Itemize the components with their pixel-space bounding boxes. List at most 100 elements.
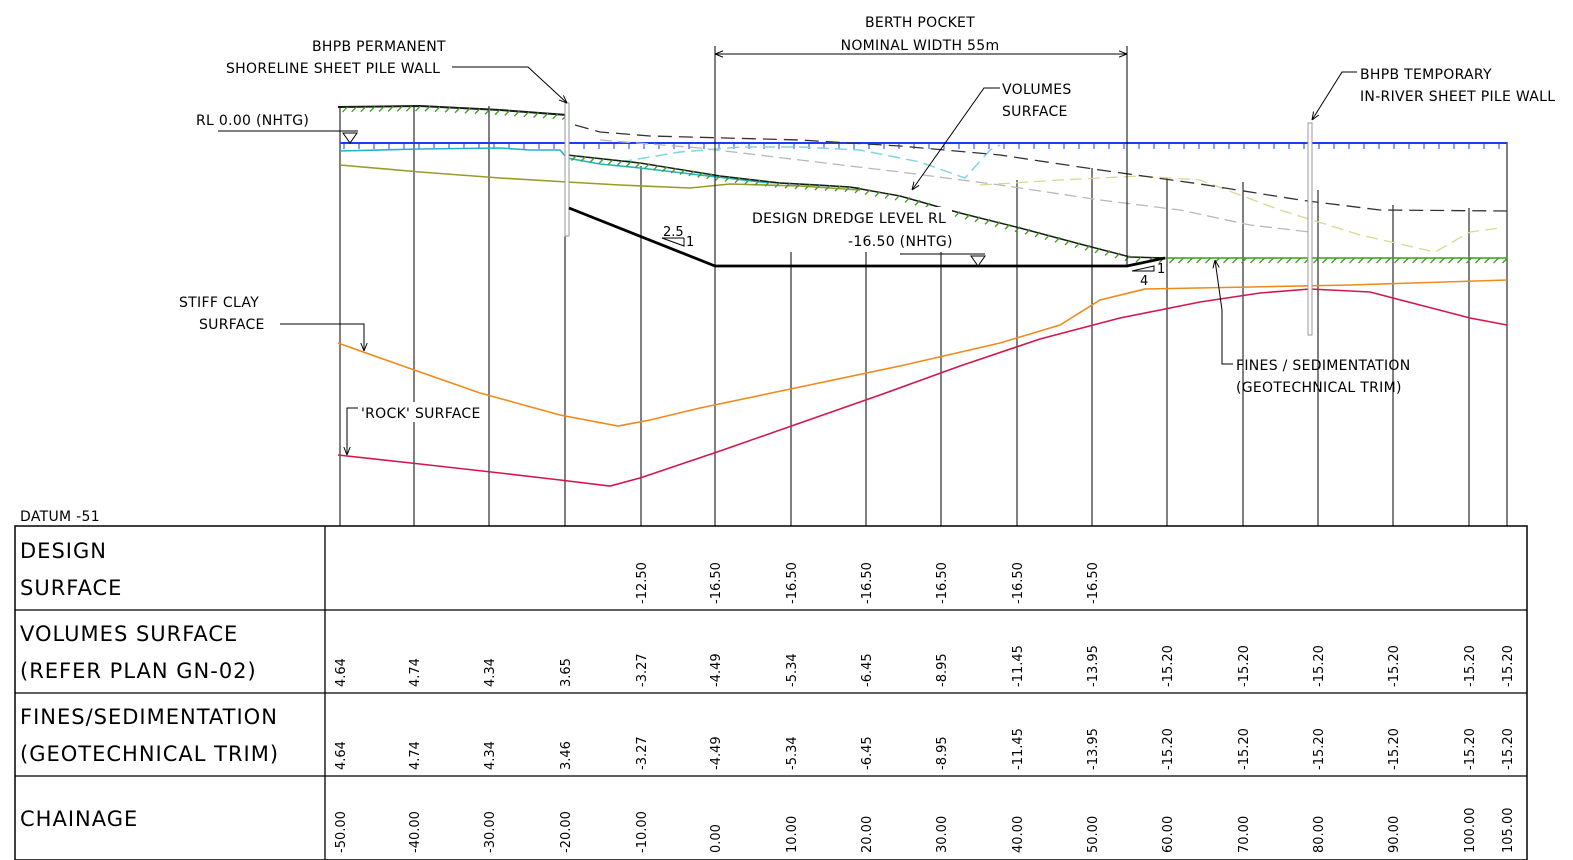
hatch-mark (1331, 257, 1337, 264)
row-title-volumes-1: VOLUMES SURFACE (20, 622, 238, 646)
design-surface-value: -16.50 (709, 562, 724, 604)
hatch-mark (754, 179, 761, 186)
hatch-mark (414, 105, 421, 112)
slope-indicator-right: 4 1 (1131, 262, 1165, 289)
hatch-mark (342, 106, 349, 113)
hatch-mark (589, 157, 596, 163)
chainage-value: 105.00 (1501, 808, 1516, 854)
chainage-value: -10.00 (635, 811, 650, 853)
hatch-mark (424, 105, 431, 112)
permanent-wall-label-1: BHPB PERMANENT (312, 39, 446, 55)
hatch-mark (1412, 257, 1418, 264)
chainage-value: 50.00 (1086, 816, 1101, 853)
volumes-surface-value: -15.20 (1161, 645, 1176, 687)
hatch-mark (804, 183, 811, 190)
hatch-mark (1286, 257, 1292, 264)
fines-annotation: FINES / SEDIMENTATION (GEOTECHNICAL TRIM… (1215, 260, 1410, 396)
chainage-value: -20.00 (559, 811, 574, 853)
volumes-surface-value: -15.20 (1501, 645, 1516, 687)
hatch-mark (974, 216, 981, 223)
hatch-mark (464, 107, 471, 114)
permanent-wall-annotation: BHPB PERMANENT SHORELINE SHEET PILE WALL (226, 39, 567, 103)
fines-value: -15.20 (1387, 728, 1402, 770)
volumes-surface-value: -15.20 (1237, 645, 1252, 687)
hatch-mark (844, 186, 851, 193)
hatch-mark (387, 105, 394, 112)
fines-value: 3.46 (559, 741, 574, 770)
rl-zero-label: RL 0.00 (NHTG) (196, 113, 309, 129)
row-title-fines-1: FINES/SEDIMENTATION (20, 705, 278, 729)
hatch-mark (784, 182, 791, 189)
hatch-mark (542, 112, 549, 119)
slope-left-rise: 1 (686, 235, 694, 250)
volumes-label-1: VOLUMES (1002, 82, 1072, 98)
hatch-mark (774, 181, 781, 188)
hatch-mark (1466, 257, 1472, 264)
rl-zero-annotation: RL 0.00 (NHTG) (196, 113, 358, 132)
fines-label-1: FINES / SEDIMENTATION (1236, 358, 1410, 374)
hatch-mark (533, 112, 539, 118)
olive-surface-line (339, 164, 861, 191)
hatch-mark (454, 107, 461, 114)
volumes-surface-value: -8.95 (935, 653, 950, 687)
volumes-surface-value: -15.20 (1463, 645, 1478, 687)
design-surface-value: -16.50 (935, 562, 950, 604)
fines-value: -5.34 (785, 736, 800, 770)
hatch-mark (1349, 257, 1355, 264)
hatch-mark (571, 155, 578, 161)
chainage-value: 80.00 (1312, 816, 1327, 853)
volumes-surface-value: -5.34 (785, 653, 800, 687)
cyan-surface-line (339, 147, 861, 189)
hatch-mark (1277, 257, 1283, 264)
temp-wall-label-1: BHPB TEMPORARY (1360, 67, 1492, 83)
volumes-surface-value: -13.95 (1086, 645, 1101, 687)
stiff-clay-label-1: STIFF CLAY (179, 295, 259, 311)
berth-label-1: BERTH POCKET (865, 15, 975, 31)
stiff-clay-annotation: STIFF CLAY SURFACE (179, 295, 364, 351)
hatch-mark (1394, 257, 1400, 264)
slope-right-run: 4 (1140, 274, 1148, 289)
hatch-mark (964, 213, 971, 220)
hatch-mark (904, 196, 911, 203)
cyan-dashed-line (619, 144, 1001, 179)
chainage-value: 90.00 (1387, 816, 1402, 853)
permanent-sheet-pile-wall (564, 102, 570, 237)
fines-value: -15.20 (1161, 728, 1176, 770)
chainage-value: 0.00 (709, 824, 724, 853)
chainage-value: 20.00 (860, 816, 875, 853)
hatch-mark (1044, 234, 1051, 241)
hatch-mark (1493, 257, 1499, 264)
rock-annotation: 'ROCK' SURFACE (347, 402, 488, 455)
hatch-mark (1385, 257, 1391, 264)
hatch-mark (1475, 257, 1481, 264)
hatch-mark (652, 164, 659, 171)
hatch-mark (794, 183, 801, 190)
chainage-value: 10.00 (785, 816, 800, 853)
hatch-mark (670, 167, 677, 174)
hatch-mark (1196, 257, 1202, 264)
hatch-mark (405, 105, 412, 112)
hatch-mark (580, 156, 587, 162)
volumes-surface-hatched (337, 104, 1508, 264)
hatch-mark (1074, 242, 1081, 249)
hatch-mark (764, 180, 771, 187)
temporary-wall-annotation: BHPB TEMPORARY IN-RIVER SHEET PILE WALL (1312, 67, 1555, 120)
hatch-mark (1205, 257, 1211, 264)
hatch-mark (1367, 257, 1373, 264)
hatch-mark (474, 108, 481, 115)
chainage-value: 40.00 (1011, 816, 1026, 853)
hatch-mark (914, 199, 921, 206)
stiff-clay-label-2: SURFACE (199, 317, 265, 333)
hatch-mark (854, 187, 861, 194)
volumes-surface-value: -11.45 (1011, 645, 1026, 687)
hatch-mark (1448, 257, 1454, 264)
fines-value: -8.95 (935, 736, 950, 770)
hatch-mark (616, 160, 623, 166)
fines-value: -3.27 (635, 736, 650, 770)
hatch-mark (607, 159, 614, 165)
hatch-mark (984, 218, 991, 225)
volumes-surface-value: 3.65 (559, 658, 574, 687)
dark-dashed-line (574, 124, 1508, 212)
hatch-mark (954, 211, 961, 218)
volumes-surface-value: -4.49 (709, 653, 724, 687)
